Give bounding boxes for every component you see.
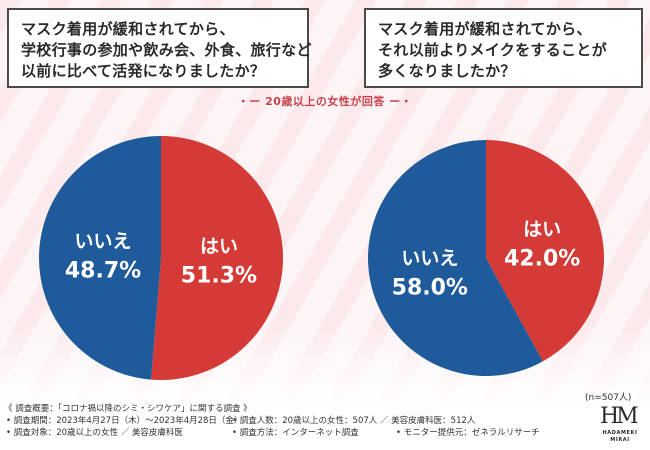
pie-1-label-no: いいえ bbox=[75, 231, 132, 253]
logo-mark: HM bbox=[600, 404, 639, 429]
pie-1-label-yes: はい bbox=[200, 235, 238, 257]
pie-1-slice-no bbox=[39, 136, 162, 380]
pie-2-slice-no bbox=[367, 140, 543, 377]
pie-1-value-yes: 51.3% bbox=[181, 263, 257, 288]
pie-2-label-no: いいえ bbox=[401, 247, 458, 269]
footnote-provider: • モニター提供元：ゼネラルリサーチ bbox=[396, 428, 540, 438]
question-1-line-3: 以前に比べて活発になりましたか？ bbox=[21, 62, 266, 80]
question-box-2: マスク着用が緩和されてから、 それ以前よりメイクをすることが 多くなりましたか？ bbox=[364, 8, 643, 88]
question-2-line-1: マスク着用が緩和されてから、 bbox=[378, 20, 592, 38]
footnote-target: • 調査対象：20歳以上の女性 ／ 美容皮膚科医 bbox=[6, 428, 183, 438]
logo-line-2: MIRAI bbox=[610, 437, 630, 443]
pie-2-value-yes: 42.0% bbox=[504, 247, 580, 272]
question-1-line-2: 学校行事の参加や飲み会、外食、旅行など bbox=[21, 41, 312, 59]
footnote-respondents: • 調査人数：20歳以上の女性：507人 ／ 美容皮膚科医：512人 bbox=[232, 416, 476, 426]
question-box-1: マスク着用が緩和されてから、 学校行事の参加や飲み会、外食、旅行など 以前に比べ… bbox=[7, 8, 312, 88]
pie-2-label-yes: はい bbox=[523, 219, 561, 241]
respondent-subtitle: ・ー 20歳以上の女性が回答 ー・ bbox=[237, 95, 413, 108]
pie-1-slice-yes bbox=[151, 136, 284, 381]
sample-size: (n=507人) bbox=[585, 393, 632, 403]
question-2-line-2: それ以前よりメイクをすることが bbox=[378, 41, 607, 59]
question-2-line-3: 多くなりましたか？ bbox=[378, 62, 516, 80]
footnote-period: • 調査期間：2023年4月27日（木）〜2023年4月28日（金） bbox=[6, 416, 243, 426]
question-1-line-1: マスク着用が緩和されてから、 bbox=[21, 20, 235, 38]
logo-line-1: HADAMEKI bbox=[602, 430, 638, 436]
footnote-overview: 《 調査概要：「コロナ禍以降のシミ・シワケア」に関する調査 》 bbox=[4, 404, 252, 414]
pie-2-slice-yes bbox=[486, 140, 604, 362]
pie-1-value-no: 48.7% bbox=[65, 259, 141, 284]
footnote-method: • 調査方法：インターネット調査 bbox=[232, 428, 359, 438]
pie-2-value-no: 58.0% bbox=[392, 275, 468, 300]
